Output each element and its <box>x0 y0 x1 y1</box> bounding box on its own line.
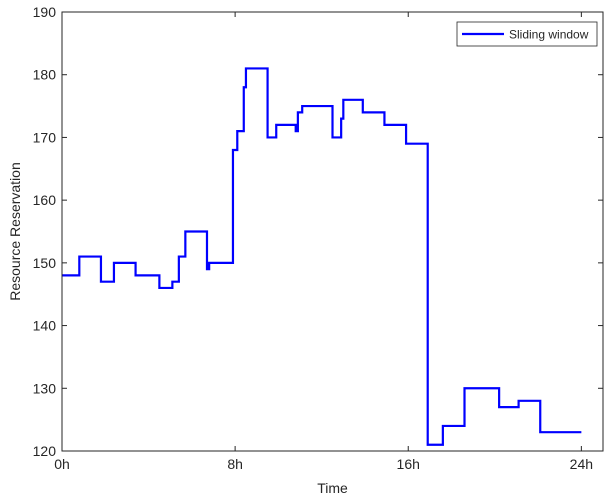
legend-label-sliding-window: Sliding window <box>509 28 589 42</box>
y-tick-label: 160 <box>33 192 57 208</box>
y-tick-label: 170 <box>33 129 57 145</box>
x-tick-label: 16h <box>397 456 420 472</box>
x-tick-label: 24h <box>570 456 593 472</box>
plot-frame <box>61 11 604 452</box>
y-tick-label: 150 <box>33 255 57 271</box>
series-line-sliding-window <box>62 67 582 446</box>
y-tick-label: 130 <box>33 380 57 396</box>
plot-area <box>62 12 603 451</box>
y-tick-label: 120 <box>33 443 57 459</box>
x-tick-label: 8h <box>227 456 243 472</box>
y-axis-ticks: 120 130 140 150 160 170 180 190 <box>33 4 603 459</box>
y-axis-label: Resource Reservation <box>7 162 23 301</box>
x-axis-label: Time <box>317 480 348 496</box>
y-tick-label: 180 <box>33 67 57 83</box>
legend: Sliding window <box>456 21 598 47</box>
x-axis-ticks: 0h 8h 16h 24h <box>54 12 593 472</box>
series-layer <box>62 67 582 446</box>
y-tick-label: 140 <box>33 318 57 334</box>
x-tick-label: 0h <box>54 456 70 472</box>
y-tick-label: 190 <box>33 4 57 20</box>
